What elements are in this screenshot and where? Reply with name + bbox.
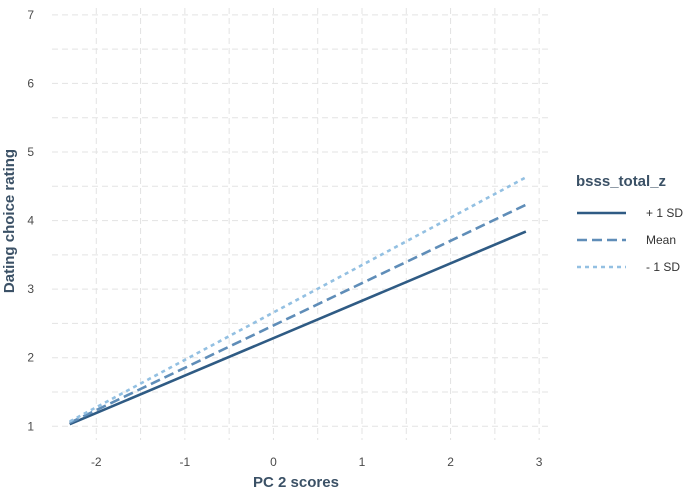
x-tick-label: -2: [91, 455, 102, 469]
grid: [52, 8, 548, 440]
y-tick-labels: 1 2 3 4 5 6 7: [27, 8, 34, 433]
series-line-2: [69, 176, 527, 423]
x-tick-label: 3: [536, 455, 543, 469]
y-tick-label: 7: [27, 8, 34, 22]
x-tick-labels: -2 -1 0 1 2 3: [91, 455, 543, 469]
y-tick-label: 4: [27, 214, 34, 228]
y-tick-label: 6: [27, 76, 34, 90]
legend-label-0: + 1 SD: [646, 206, 683, 220]
y-tick-label: 1: [27, 419, 34, 433]
x-tick-label: 2: [447, 455, 454, 469]
x-tick-label: 0: [270, 455, 277, 469]
x-tick-label: 1: [359, 455, 366, 469]
y-tick-label: 3: [27, 282, 34, 296]
x-axis-title: PC 2 scores: [253, 474, 339, 491]
series-line-1: [69, 203, 527, 425]
legend-label-2: - 1 SD: [646, 260, 680, 274]
legend-title: bsss_total_z: [576, 173, 666, 190]
x-tick-label: -1: [180, 455, 191, 469]
series-lines: [69, 176, 527, 426]
y-tick-label: 2: [27, 351, 34, 365]
legend: bsss_total_z + 1 SD Mean - 1 SD: [576, 173, 683, 274]
y-axis-title: Dating choice rating: [1, 149, 18, 293]
y-tick-label: 5: [27, 145, 34, 159]
legend-label-1: Mean: [646, 233, 676, 247]
legend-items: + 1 SD Mean - 1 SD: [577, 206, 683, 274]
series-line-0: [69, 230, 527, 426]
